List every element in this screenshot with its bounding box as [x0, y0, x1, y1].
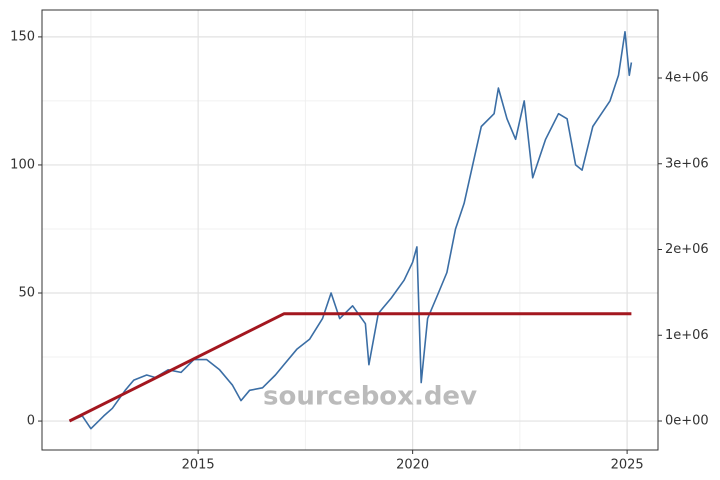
y-tick-label: 0 [27, 414, 35, 429]
y2-tick-label: 0e+00 [665, 414, 709, 429]
x-tick-label: 2020 [396, 458, 429, 473]
plot-frame [41, 9, 659, 451]
y2-tick-label: 3e+06 [665, 156, 709, 171]
x-tick-label: 2025 [611, 458, 644, 473]
watermark: sourcebox.dev [263, 382, 477, 412]
data-line [69, 31, 633, 430]
y2-tick-label: 4e+06 [665, 71, 709, 86]
y-tick-label: 50 [18, 286, 35, 301]
y-tick-label: 100 [10, 157, 35, 172]
y-tick-label: 150 [10, 29, 35, 44]
x-tick-label: 2015 [182, 458, 215, 473]
data-line [68, 312, 632, 423]
y2-tick-label: 1e+06 [665, 328, 709, 343]
y2-tick-label: 2e+06 [665, 242, 709, 257]
